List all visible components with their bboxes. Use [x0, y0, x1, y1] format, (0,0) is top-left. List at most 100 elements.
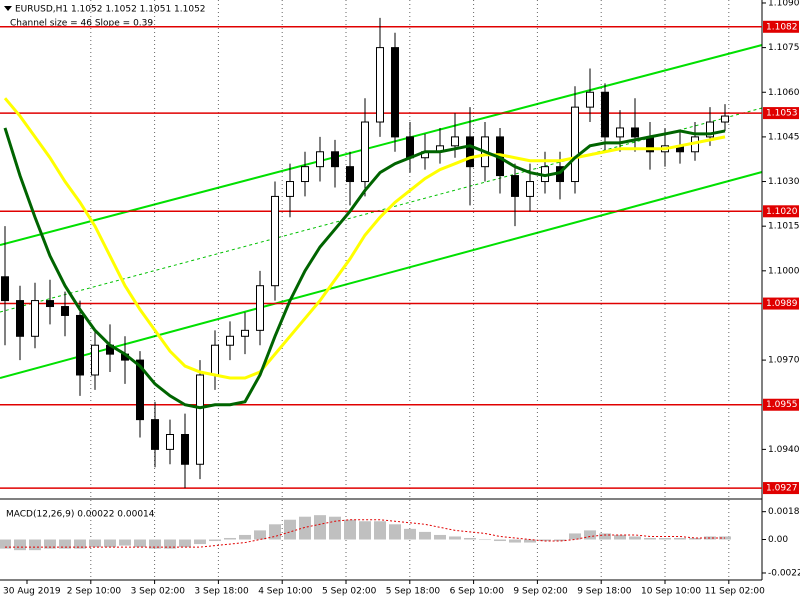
macd-bar [299, 516, 311, 540]
candle-body [586, 91, 594, 108]
macd-bar [119, 539, 131, 546]
moving-average [3, 97, 726, 380]
macd-bar [569, 533, 581, 540]
level-label-box [763, 205, 799, 218]
candle-body [136, 359, 144, 421]
macd-bar [554, 539, 566, 542]
candle-body [706, 121, 714, 138]
time-label: 9 Sep 02:00 [513, 587, 568, 597]
macd-bar [0, 539, 11, 549]
candle-body [181, 434, 189, 465]
candle-body [16, 300, 24, 337]
macd-bar [14, 539, 26, 551]
macd-title: MACD(12,26,9) 0.00022 0.00014 [6, 510, 155, 520]
macd-bar [479, 539, 491, 541]
macd-bar [29, 539, 41, 551]
time-label: 4 Sep 10:00 [258, 587, 313, 597]
candle-body [151, 419, 159, 450]
macd-bar [194, 539, 206, 545]
candle-body [91, 344, 99, 376]
time-label: 9 Sep 18:00 [577, 587, 632, 597]
macd-bar [389, 524, 401, 540]
macd-bar [584, 530, 596, 540]
collapse-icon[interactable] [4, 6, 12, 11]
y-tick-label: 1.1045 [768, 132, 800, 142]
candle-body [391, 47, 399, 138]
macd-bar [464, 537, 476, 540]
candle-body [331, 151, 339, 168]
level-label: 1.0989 [766, 299, 798, 309]
chart-title: EURUSD,H1 1.1052 1.1052 1.1051 1.1052 [15, 5, 206, 15]
y-tick-label: 0.00 [768, 535, 788, 545]
macd-bar [404, 528, 416, 540]
macd-bar [374, 521, 386, 540]
macd-bar [104, 539, 116, 548]
macd-bar [629, 536, 641, 540]
macd-bar [494, 539, 506, 542]
level-label: 1.1020 [766, 207, 798, 217]
candle-body [346, 166, 354, 183]
candle-body [61, 306, 69, 316]
level-label-box [763, 20, 799, 33]
macd-bar [434, 534, 446, 540]
y-tick-label: 1.0940 [768, 445, 800, 455]
candle-body [406, 136, 414, 159]
candle-body [76, 314, 84, 376]
macd-bar [254, 530, 266, 540]
macd-bar [524, 539, 536, 543]
candle-body [211, 344, 219, 376]
macd-bar [539, 539, 551, 542]
y-tick-label: 1.1000 [768, 266, 800, 276]
macd-bar [164, 539, 176, 549]
y-tick-label: 0.00183 [768, 507, 800, 517]
candle-body [631, 127, 639, 138]
macd-bar [704, 536, 716, 540]
candle-body [376, 47, 384, 123]
channel-annotation: Channel size = 46 Slope = 0.39 [10, 19, 153, 29]
y-tick-label: 1.1060 [768, 88, 800, 98]
macd-bar [419, 531, 431, 540]
y-tick-label: -0.0022 [768, 568, 800, 578]
macd-bar [284, 519, 296, 540]
candle-body [286, 181, 294, 197]
candle-body [316, 151, 324, 168]
macd-signal [5, 519, 725, 548]
candle-body [166, 434, 174, 450]
y-tick-label: 1.1030 [768, 177, 800, 187]
macd-bar [149, 539, 161, 549]
macd-bar [134, 539, 146, 548]
candle-body [466, 136, 474, 168]
macd-bar [209, 539, 221, 542]
macd-bar [644, 537, 656, 540]
time-label: 10 Sep 10:00 [641, 587, 701, 597]
macd-bar [659, 537, 671, 540]
candle-body [571, 106, 579, 183]
time-label: 6 Sep 10:00 [450, 587, 505, 597]
candle-body [46, 300, 54, 308]
level-label: 1.0955 [766, 400, 798, 410]
macd-bar [599, 533, 611, 540]
y-tick-label: 1.0970 [768, 356, 800, 366]
macd-bar [224, 537, 236, 540]
level-label: 1.1053 [766, 109, 798, 119]
macd-bar [59, 539, 71, 549]
candle-body [256, 285, 264, 331]
candle-body [226, 335, 234, 346]
time-label: 2 Sep 10:00 [67, 587, 122, 597]
macd-bar [74, 539, 86, 549]
time-label: 3 Sep 18:00 [194, 587, 249, 597]
moving-average [3, 127, 726, 410]
candle-body [511, 175, 519, 197]
candle-body [241, 329, 249, 337]
time-label: 5 Sep 02:00 [322, 587, 377, 597]
macd-bar [179, 539, 191, 548]
macd-bar [269, 524, 281, 540]
time-label: 11 Sep 02:00 [705, 587, 765, 597]
y-tick-label: 1.1075 [768, 43, 800, 53]
time-label: 3 Sep 02:00 [131, 587, 186, 597]
macd-bar [614, 534, 626, 540]
macd-bar [674, 537, 686, 540]
level-label: 1.0927 [766, 484, 798, 494]
macd-bar [449, 536, 461, 540]
